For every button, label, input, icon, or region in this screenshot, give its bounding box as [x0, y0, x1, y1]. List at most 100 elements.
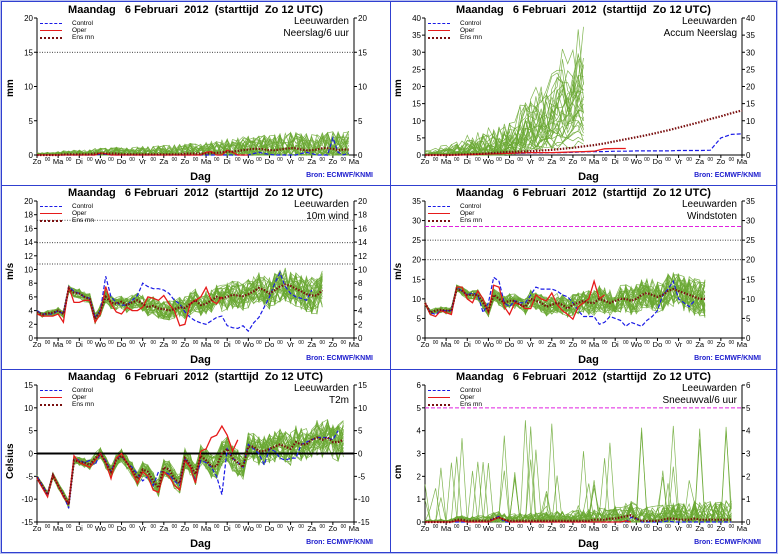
x-half-tick-label: 00 [686, 157, 692, 163]
legend-label: Ens mn [460, 401, 483, 408]
x-half-tick-label: 00 [150, 524, 156, 530]
source-label: Bron: ECMWF/KNMI [306, 355, 373, 362]
y-tick-label: 5 [746, 404, 751, 413]
y-tick-label: 2 [29, 320, 34, 329]
x-tick-label: Do [653, 157, 663, 166]
x-half-tick-label: 00 [623, 157, 629, 163]
x-half-tick-label: 00 [150, 157, 156, 163]
x-half-tick-label: 00 [644, 340, 650, 346]
x-half-tick-label: 00 [320, 524, 326, 530]
ensemble-member-line [424, 277, 706, 317]
ensemble-member-line [425, 26, 584, 157]
x-half-tick-label: 00 [150, 340, 156, 346]
legend: Control Oper Ens mn [428, 20, 482, 41]
legend-label: Ens mn [460, 217, 483, 224]
y-tick-label: 14 [358, 238, 367, 247]
y-tick-label: 15 [412, 100, 421, 109]
y-tick-label: 15 [24, 48, 33, 57]
ensemble-member-line [36, 272, 323, 322]
y-tick-label: 2 [746, 472, 751, 481]
y-tick-label: 20 [358, 14, 367, 23]
x-half-tick-label: 00 [665, 524, 671, 530]
ensemble-member-line [424, 420, 732, 523]
x-half-tick-label: 00 [475, 524, 481, 530]
y-tick-label: 0 [358, 151, 363, 160]
y-tick-label: -10 [358, 495, 370, 504]
y-tick-label: 8 [29, 279, 34, 288]
x-tick-label: Vr [139, 524, 147, 533]
y-tick-label: 16 [358, 224, 367, 233]
y-tick-label: 10 [24, 83, 33, 92]
ensemble-member-line [424, 64, 584, 156]
x-tick-label: Zo [421, 524, 430, 533]
y-tick-label: 5 [358, 117, 363, 126]
x-half-tick-label: 00 [45, 340, 51, 346]
legend-item: Ens mn [428, 401, 482, 408]
x-half-tick-label: 00 [454, 157, 460, 163]
y-tick-label: 2 [417, 472, 422, 481]
y-tick-label: -5 [358, 472, 366, 481]
legend-label: Ens mn [460, 34, 483, 41]
x-half-tick-label: 00 [665, 157, 671, 163]
y-tick-label: 25 [746, 236, 755, 245]
legend-label: Control [72, 387, 93, 394]
x-tick-label: Zo [181, 524, 190, 533]
panel-divider-horizontal [2, 185, 776, 186]
y-tick-label: 1 [417, 495, 422, 504]
x-half-tick-label: 00 [708, 524, 714, 530]
x-half-tick-label: 00 [581, 524, 587, 530]
x-half-tick-label: 00 [623, 340, 629, 346]
x-half-tick-label: 00 [581, 340, 587, 346]
legend: Control Oper Ens mn [40, 387, 94, 408]
y-axis-label: cm [393, 464, 404, 479]
x-half-tick-label: 00 [623, 524, 629, 530]
x-half-tick-label: 00 [129, 340, 135, 346]
panel-title: Maandag 6 Februari 2012 (starttijd Zo 12… [68, 371, 323, 383]
y-tick-label: 16 [24, 224, 33, 233]
x-half-tick-label: 00 [602, 524, 608, 530]
x-tick-label: Vr [527, 157, 535, 166]
source-label: Bron: ECMWF/KNMI [306, 172, 373, 179]
x-half-tick-label: 00 [45, 157, 51, 163]
wind-panel: 0 0 2 2 4 4 6 6 8 8 10 10 12 12 14 14 16 16 18 18 20 20 Zo 00 Ma… [2, 185, 389, 368]
x-half-tick-label: 00 [214, 340, 220, 346]
station-label: Leeuwarden Sneeuwval/6 uur [663, 383, 738, 407]
y-axis-label: m/s [5, 262, 16, 280]
control-line [36, 430, 339, 509]
variable-name: 10m wind [306, 211, 349, 222]
x-half-tick-label: 00 [320, 340, 326, 346]
legend-swatch [428, 403, 450, 406]
x-tick-label: Zo [328, 524, 337, 533]
panel-title: Maandag 6 Februari 2012 (starttijd Zo 12… [456, 371, 711, 383]
x-tick-label: Za [695, 524, 705, 533]
x-tick-label: Wo [631, 524, 642, 533]
x-half-tick-label: 00 [172, 524, 178, 530]
x-tick-label: Di [612, 340, 619, 349]
ensemble-member-line [424, 273, 706, 317]
legend-swatch [428, 219, 450, 222]
y-tick-label: 3 [417, 450, 422, 459]
x-tick-label: Do [117, 157, 127, 166]
y-tick-label: 35 [746, 31, 755, 40]
legend-item: Ens mn [40, 217, 94, 224]
y-tick-label: 4 [746, 427, 751, 436]
x-axis-label: Dag [190, 538, 211, 550]
x-tick-label: Di [224, 524, 231, 533]
x-tick-label: Za [547, 340, 557, 349]
station-name: Leeuwarden [681, 16, 737, 27]
legend-swatch [428, 390, 450, 391]
x-tick-label: Zo [421, 340, 430, 349]
x-half-tick-label: 00 [277, 157, 283, 163]
x-axis-label: Dag [578, 354, 599, 366]
legend-swatch [428, 206, 450, 207]
y-tick-label: 5 [417, 134, 422, 143]
x-half-tick-label: 00 [517, 524, 523, 530]
x-tick-label: Vr [675, 157, 683, 166]
x-tick-label: Zo [33, 524, 42, 533]
x-half-tick-label: 00 [129, 157, 135, 163]
x-tick-label: Do [505, 157, 515, 166]
legend-label: Oper [460, 27, 475, 34]
legend-label: Oper [72, 394, 87, 401]
